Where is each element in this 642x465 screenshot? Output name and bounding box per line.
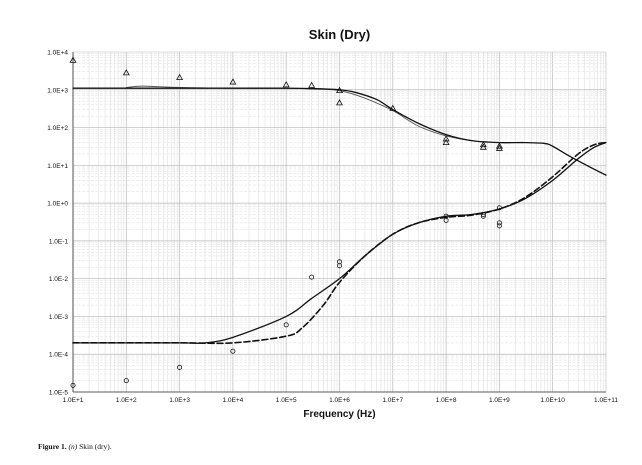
circle-marker bbox=[70, 382, 76, 388]
x-tick-label: 1.0E+10 bbox=[540, 397, 565, 404]
circle-marker bbox=[496, 220, 502, 226]
triangle-marker bbox=[176, 73, 184, 81]
circle-marker bbox=[336, 259, 342, 265]
circle-marker bbox=[309, 274, 315, 280]
triangle-marker bbox=[229, 78, 237, 85]
circle-marker bbox=[496, 205, 502, 211]
axes bbox=[72, 51, 607, 393]
triangle-marker bbox=[495, 144, 503, 151]
series-layer bbox=[69, 56, 607, 388]
y-tick-label: 1.0E+1 bbox=[47, 163, 68, 170]
series-line-1 bbox=[125, 85, 472, 142]
x-tick-label: 1.0E+5 bbox=[276, 397, 297, 404]
chart-title: Skin (Dry) bbox=[309, 27, 370, 42]
x-tick-label: 1.0E+11 bbox=[594, 397, 618, 404]
circle-marker bbox=[177, 364, 183, 370]
triangle-marker bbox=[442, 135, 450, 142]
y-tick-label: 1.0E+4 bbox=[47, 50, 68, 57]
tick-labels: 1.0E+1 1.0E+2 1.0E+3 1.0E+4 1.0E+5 1.0E+6 1.0E… bbox=[47, 50, 618, 405]
triangle-marker bbox=[122, 69, 130, 76]
triangle-marker bbox=[336, 86, 343, 94]
circle-marker bbox=[480, 211, 486, 217]
triangle-marker bbox=[442, 138, 450, 145]
y-tick-label: 1.0E-1 bbox=[49, 238, 69, 245]
triangle-marker bbox=[69, 56, 77, 63]
triangle-marker bbox=[495, 142, 503, 149]
triangle-marker bbox=[479, 143, 487, 150]
y-tick-label: 1.0E-3 bbox=[49, 314, 69, 321]
x-tick-label: 1.0E+9 bbox=[489, 397, 510, 404]
x-tick-label: 1.0E+2 bbox=[116, 397, 137, 404]
x-tick-label: 1.0E+6 bbox=[329, 397, 350, 404]
x-tick-label: 1.0E+7 bbox=[382, 397, 403, 404]
circle-marker bbox=[496, 223, 502, 229]
circle-marker bbox=[443, 213, 449, 219]
caption-text: Skin (dry). bbox=[77, 442, 112, 451]
triangle-marker bbox=[389, 104, 397, 111]
y-tick-label: 1.0E+0 bbox=[47, 201, 68, 208]
series-line-2 bbox=[72, 87, 607, 176]
caption-symbol: (n) bbox=[68, 442, 78, 451]
x-tick-label: 1.0E+3 bbox=[169, 397, 190, 404]
x-axis-label: Frequency (Hz) bbox=[303, 409, 375, 420]
circle-marker bbox=[230, 348, 236, 354]
y-tick-label: 1.0E-4 bbox=[49, 352, 69, 359]
circle-marker bbox=[480, 213, 486, 219]
x-tick-label: 1.0E+8 bbox=[436, 397, 457, 404]
y-tick-label: 1.0E-2 bbox=[49, 276, 69, 283]
figure-caption: Figure 1. (n) Skin (dry). bbox=[38, 442, 112, 451]
triangle-marker bbox=[282, 81, 290, 88]
triangle-marker bbox=[479, 140, 487, 148]
y-tick-label: 1.0E-5 bbox=[49, 390, 69, 397]
x-tick-label: 1.0E+1 bbox=[63, 397, 84, 404]
y-tick-label: 1.0E+2 bbox=[47, 125, 68, 132]
triangle-marker bbox=[336, 99, 343, 106]
grid bbox=[72, 52, 606, 393]
circle-marker bbox=[283, 322, 289, 328]
caption-label: Figure 1. bbox=[38, 442, 67, 451]
x-tick-label: 1.0E+4 bbox=[223, 397, 244, 404]
circle-marker bbox=[123, 378, 129, 384]
series-line-4 bbox=[72, 141, 607, 345]
triangle-marker bbox=[308, 81, 316, 88]
y-tick-label: 1.0E+3 bbox=[47, 87, 68, 94]
